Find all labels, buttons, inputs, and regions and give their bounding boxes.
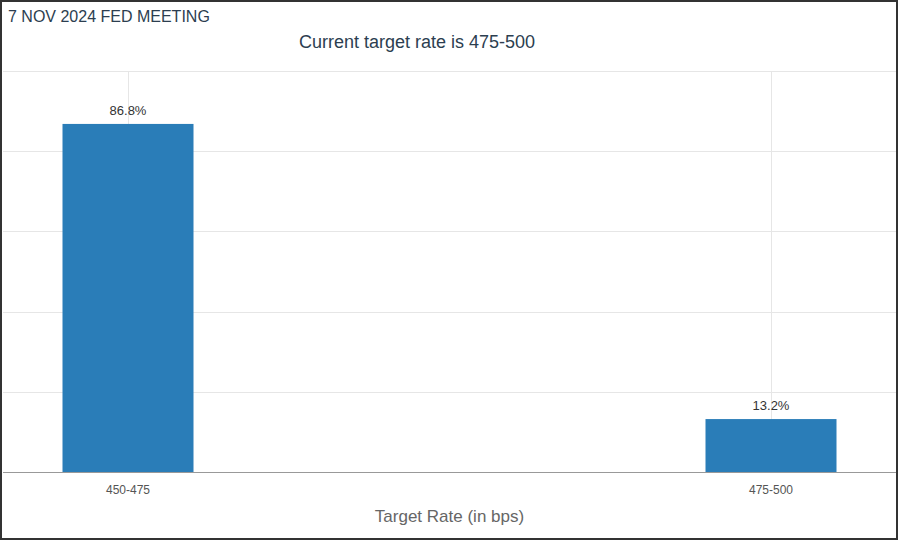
data-label: 86.8% — [110, 103, 147, 118]
background — [0, 0, 898, 540]
bar — [63, 124, 194, 472]
x-tick-label: 475-500 — [749, 483, 793, 497]
grid-line — [3, 71, 896, 72]
subtitle: Current target rate is 475-500 — [299, 32, 535, 52]
data-label: 13.2% — [753, 398, 790, 413]
x-axis-label: Target Rate (in bps) — [375, 507, 524, 526]
bars — [63, 124, 837, 472]
title: 7 NOV 2024 FED MEETING — [8, 8, 210, 25]
x-axis-line — [3, 472, 896, 473]
bar — [706, 419, 837, 472]
x-tick-label: 450-475 — [106, 483, 150, 497]
chart: 86.8% 13.2% 450-475 475-500 Target Rate (in … — [0, 0, 898, 540]
plot-top-line — [3, 71, 896, 72]
frame-border — [1, 1, 897, 539]
